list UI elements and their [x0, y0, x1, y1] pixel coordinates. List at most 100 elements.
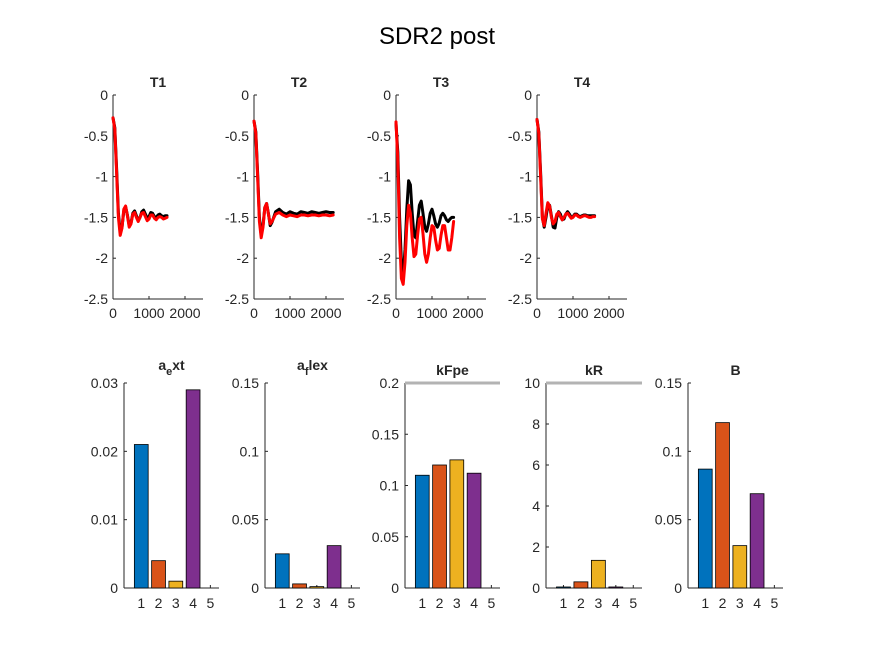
- y-tick-label: 0: [241, 87, 249, 103]
- x-tick-label: 1000: [133, 305, 164, 321]
- y-tick-label: 4: [532, 498, 540, 514]
- bar-4: [608, 586, 624, 589]
- bar-2: [292, 583, 307, 589]
- bar-3: [732, 545, 748, 589]
- x-tick-label: 1000: [557, 305, 588, 321]
- bar-4: [749, 493, 765, 589]
- bar-3: [168, 580, 184, 589]
- x-tick-label: 5: [347, 595, 355, 611]
- y-tick-label: -2.5: [84, 291, 108, 307]
- x-tick-label: 3: [736, 595, 744, 611]
- bar-3: [309, 586, 325, 589]
- bar-3: [449, 459, 465, 589]
- y-tick-label: 0.03: [91, 375, 118, 391]
- panel-title: T2: [291, 74, 308, 90]
- y-tick-label: -1: [96, 169, 109, 185]
- y-tick-label: 0.05: [372, 529, 399, 545]
- y-tick-label: -0.5: [508, 128, 532, 144]
- y-tick-label: 0.1: [663, 443, 683, 459]
- x-tick-label: 5: [629, 595, 637, 611]
- x-tick-label: 2: [577, 595, 585, 611]
- y-tick-label: -1.5: [508, 209, 532, 225]
- y-tick-label: 0: [532, 580, 540, 596]
- x-tick-label: 2000: [593, 305, 624, 321]
- x-tick-label: 0: [392, 305, 400, 321]
- x-tick-label: 4: [612, 595, 620, 611]
- y-tick-label: -2: [96, 250, 109, 266]
- panel-title: aflex: [297, 357, 328, 378]
- x-tick-label: 4: [330, 595, 338, 611]
- panel-title: kFpe: [436, 362, 469, 378]
- panel-title: T3: [433, 74, 450, 90]
- y-tick-label: -1: [237, 169, 250, 185]
- title-subscript: f: [305, 366, 309, 378]
- title-base: a: [158, 357, 166, 373]
- y-tick-label: -1.5: [367, 209, 391, 225]
- x-tick-label: 2000: [452, 305, 483, 321]
- y-tick-label: 0.02: [91, 443, 118, 459]
- fit-line: [535, 118, 597, 228]
- x-tick-label: 5: [770, 595, 778, 611]
- panel-title: T4: [574, 74, 591, 90]
- y-tick-label: -0.5: [367, 128, 391, 144]
- y-tick-label: -2: [237, 250, 250, 266]
- panel-title: B: [730, 362, 740, 378]
- y-tick-label: 0: [251, 580, 259, 596]
- x-tick-label: 1: [560, 595, 568, 611]
- panel-4: 0 1000 2000 0 -0.5 -1 -1.5 -2 -2.5 T4: [508, 74, 627, 321]
- fit-line: [111, 116, 169, 237]
- bar-2: [151, 560, 166, 589]
- y-tick-label: 0.15: [232, 375, 259, 391]
- bar-1: [697, 468, 713, 589]
- panel-7: 1 2 3 4 5 0 0.05 0.1 0.15 0.2 kFpe: [372, 362, 500, 611]
- y-tick-label: 0: [674, 580, 682, 596]
- y-tick-label: -1.5: [225, 209, 249, 225]
- bar-2: [432, 464, 447, 589]
- panel-title: aext: [158, 357, 185, 378]
- y-tick-label: 0.05: [232, 512, 259, 528]
- y-tick-label: -2.5: [367, 291, 391, 307]
- x-tick-label: 0: [250, 305, 258, 321]
- y-tick-label: 0: [110, 580, 118, 596]
- bar-1: [274, 553, 290, 589]
- bar-1: [133, 444, 149, 589]
- y-tick-label: -0.5: [84, 128, 108, 144]
- y-tick-label: 0: [383, 87, 391, 103]
- panel-6: 1 2 3 4 5 0 0.05 0.1 0.15 aflex: [232, 357, 360, 611]
- x-tick-label: 0: [533, 305, 541, 321]
- figure-title: SDR2 post: [379, 23, 495, 50]
- fit-line: [394, 120, 456, 286]
- y-tick-label: -2: [520, 250, 533, 266]
- x-tick-label: 2000: [310, 305, 341, 321]
- y-tick-label: 0.05: [655, 512, 682, 528]
- fit-line: [252, 119, 335, 240]
- y-tick-label: -1.5: [84, 209, 108, 225]
- x-tick-label: 3: [172, 595, 180, 611]
- x-tick-label: 5: [487, 595, 495, 611]
- x-tick-label: 1: [701, 595, 709, 611]
- y-tick-label: 0.15: [655, 375, 682, 391]
- y-tick-label: 0: [100, 87, 108, 103]
- x-tick-label: 3: [453, 595, 461, 611]
- y-tick-label: -0.5: [225, 128, 249, 144]
- x-tick-label: 2: [155, 595, 163, 611]
- panel-3: 0 1000 2000 0 -0.5 -1 -1.5 -2 -2.5 T3: [367, 74, 486, 321]
- y-tick-label: 2: [532, 539, 540, 555]
- y-tick-label: 10: [524, 375, 540, 391]
- bar-1: [556, 586, 571, 589]
- y-tick-label: 6: [532, 457, 540, 473]
- x-tick-label: 1000: [416, 305, 447, 321]
- title-rest: lex: [309, 357, 329, 373]
- y-tick-label: 0: [391, 580, 399, 596]
- title-rest: xt: [172, 357, 185, 373]
- bar-4: [326, 545, 342, 589]
- x-tick-label: 2: [436, 595, 444, 611]
- panel-1: 0 1000 2000 0 -0.5 -1 -1.5 -2 -2.5 T1: [84, 74, 203, 321]
- x-tick-label: 1: [137, 595, 145, 611]
- x-tick-label: 1000: [274, 305, 305, 321]
- x-tick-label: 2: [296, 595, 304, 611]
- y-tick-label: 0.15: [372, 426, 399, 442]
- bar-4: [185, 389, 201, 589]
- title-base: a: [297, 357, 305, 373]
